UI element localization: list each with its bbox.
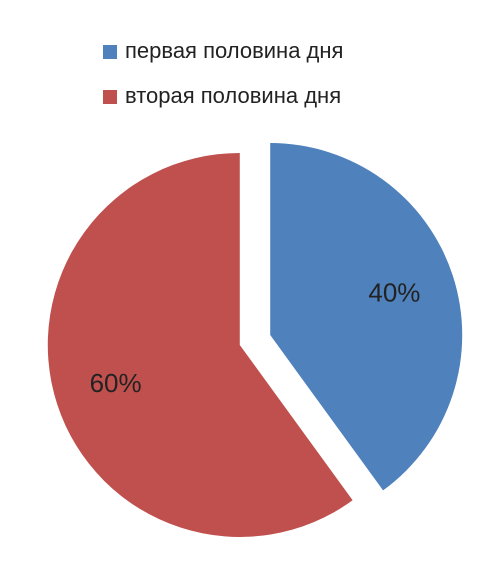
legend-swatch [103,45,117,59]
legend-swatch [103,90,117,104]
pie-slice [47,152,353,537]
value-label: 60% [90,368,142,398]
legend-label: первая половина дня [125,38,343,63]
value-label: 40% [368,278,420,308]
legend-label: вторая половина дня [125,83,341,108]
pie-slice [270,143,463,491]
